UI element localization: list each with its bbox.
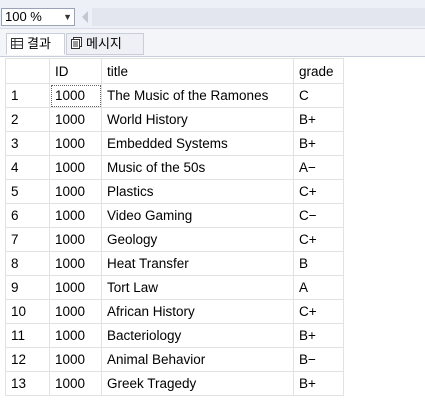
id-cell[interactable]: 1000 (49, 227, 102, 252)
title-cell[interactable]: World History (101, 107, 294, 132)
grade-cell[interactable]: B+ (293, 323, 344, 348)
grade-cell[interactable]: B− (293, 347, 344, 372)
row-number-cell[interactable]: 3 (5, 131, 50, 156)
tab-messages-label: 메시지 (86, 36, 122, 51)
row-number-cell[interactable]: 9 (5, 275, 50, 300)
id-cell[interactable]: 1000 (49, 323, 102, 348)
id-cell[interactable]: 1000 (49, 83, 102, 108)
table-row[interactable]: 3 1000 Embedded Systems B+ (5, 131, 344, 156)
tab-results[interactable]: 결과 (6, 33, 65, 55)
tab-messages[interactable]: 메시지 (66, 33, 144, 55)
scroll-left-icon[interactable] (82, 11, 88, 23)
grade-cell[interactable]: A− (293, 155, 344, 180)
row-number-cell[interactable]: 4 (5, 155, 50, 180)
table-row[interactable]: 7 1000 Geology C+ (5, 227, 344, 252)
id-cell[interactable]: 1000 (49, 275, 102, 300)
title-cell[interactable]: Embedded Systems (101, 131, 294, 156)
id-cell[interactable]: 1000 (49, 251, 102, 276)
table-row[interactable]: 5 1000 Plastics C+ (5, 179, 344, 204)
row-number-cell[interactable]: 5 (5, 179, 50, 204)
grade-cell[interactable]: C+ (293, 299, 344, 324)
column-header-grade[interactable]: grade (293, 58, 344, 84)
title-cell[interactable]: African History (101, 299, 294, 324)
column-header-title[interactable]: title (101, 58, 294, 84)
grade-cell[interactable]: C− (293, 203, 344, 228)
id-cell[interactable]: 1000 (49, 299, 102, 324)
table-row[interactable]: 2 1000 World History B+ (5, 107, 344, 132)
id-cell[interactable]: 1000 (49, 203, 102, 228)
title-cell[interactable]: Heat Transfer (101, 251, 294, 276)
title-cell[interactable]: Tort Law (101, 275, 294, 300)
grade-cell[interactable]: A (293, 275, 344, 300)
table-row[interactable]: 12 1000 Animal Behavior B− (5, 347, 344, 372)
table-row[interactable]: 13 1000 Greek Tragedy B+ (5, 371, 344, 396)
title-cell[interactable]: Plastics (101, 179, 294, 204)
title-cell[interactable]: Geology (101, 227, 294, 252)
grade-cell[interactable]: C+ (293, 227, 344, 252)
table-row[interactable]: 11 1000 Bacteriology B+ (5, 323, 344, 348)
grade-cell[interactable]: B+ (293, 131, 344, 156)
horizontal-scrollbar[interactable] (92, 8, 425, 26)
title-cell[interactable]: Animal Behavior (101, 347, 294, 372)
title-cell[interactable]: Video Gaming (101, 203, 294, 228)
zoom-value: 100 % (5, 9, 42, 24)
row-number-cell[interactable]: 8 (5, 251, 50, 276)
title-cell[interactable]: The Music of the Ramones (101, 83, 294, 108)
grade-cell[interactable]: C (293, 83, 344, 108)
tab-results-label: 결과 (27, 36, 51, 51)
chevron-down-icon[interactable]: ▼ (63, 12, 72, 22)
table-row[interactable]: 6 1000 Video Gaming C− (5, 203, 344, 228)
id-cell[interactable]: 1000 (49, 179, 102, 204)
row-number-cell[interactable]: 7 (5, 227, 50, 252)
column-header-id[interactable]: ID (49, 58, 102, 84)
id-cell[interactable]: 1000 (49, 155, 102, 180)
grade-cell[interactable]: B+ (293, 371, 344, 396)
grid-body: 1 1000 The Music of the Ramones C 2 1000 World… (5, 83, 344, 396)
result-tabs: 결과 메시지 (0, 29, 425, 57)
message-icon (71, 35, 82, 55)
results-grid: ID title grade 1 1000 The Music of the Ram… (5, 58, 344, 396)
row-number-cell[interactable]: 11 (5, 323, 50, 348)
grade-cell[interactable]: B+ (293, 107, 344, 132)
row-number-cell[interactable]: 2 (5, 107, 50, 132)
id-cell[interactable]: 1000 (49, 107, 102, 132)
row-number-header[interactable] (5, 58, 50, 84)
zoom-select[interactable]: 100 % ▼ (1, 8, 75, 26)
zoom-toolbar: 100 % ▼ (0, 0, 425, 29)
id-cell[interactable]: 1000 (49, 131, 102, 156)
header-row: ID title grade (5, 58, 344, 84)
row-number-cell[interactable]: 12 (5, 347, 50, 372)
id-cell[interactable]: 1000 (49, 347, 102, 372)
row-number-cell[interactable]: 6 (5, 203, 50, 228)
title-cell[interactable]: Bacteriology (101, 323, 294, 348)
grade-cell[interactable]: C+ (293, 179, 344, 204)
table-row[interactable]: 4 1000 Music of the 50s A− (5, 155, 344, 180)
grade-cell[interactable]: B (293, 251, 344, 276)
row-number-cell[interactable]: 10 (5, 299, 50, 324)
title-cell[interactable]: Greek Tragedy (101, 371, 294, 396)
row-number-cell[interactable]: 1 (5, 83, 50, 108)
table-row[interactable]: 1 1000 The Music of the Ramones C (5, 83, 344, 108)
results-table: ID title grade 1 1000 The Music of the Ram… (5, 58, 344, 396)
table-row[interactable]: 10 1000 African History C+ (5, 299, 344, 324)
id-cell[interactable]: 1000 (49, 371, 102, 396)
table-row[interactable]: 9 1000 Tort Law A (5, 275, 344, 300)
row-number-cell[interactable]: 13 (5, 371, 50, 396)
title-cell[interactable]: Music of the 50s (101, 155, 294, 180)
grid-icon (11, 35, 23, 55)
table-row[interactable]: 8 1000 Heat Transfer B (5, 251, 344, 276)
